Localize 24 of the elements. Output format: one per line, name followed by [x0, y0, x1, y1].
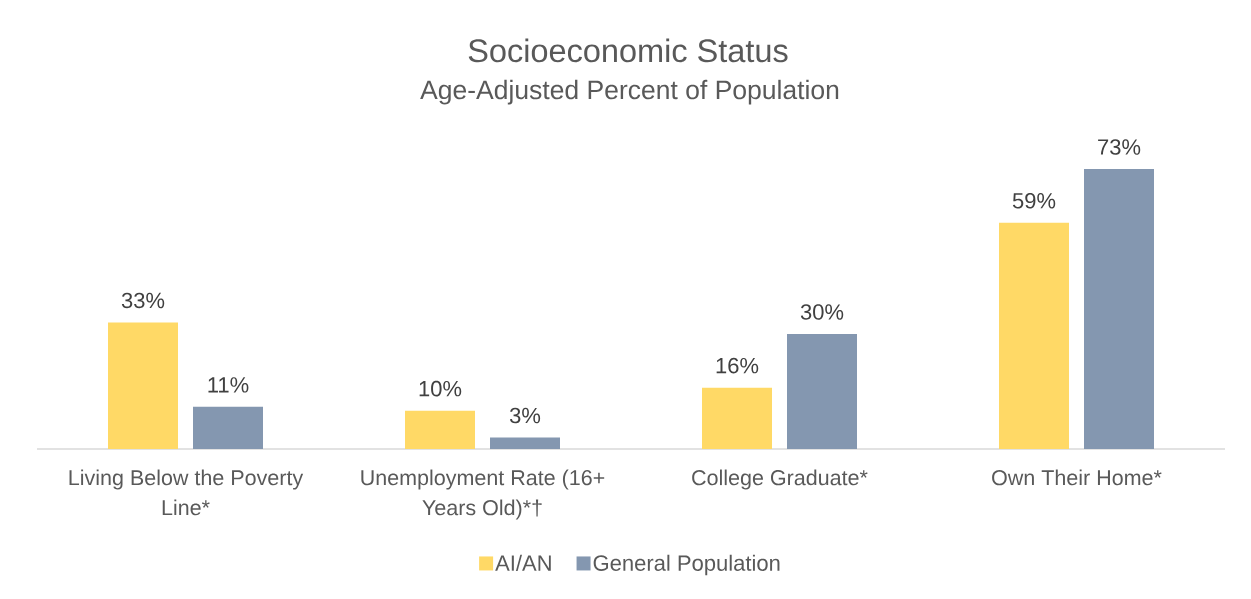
data-label: 33% — [121, 292, 165, 309]
bar — [1084, 169, 1154, 449]
chart-subtitle: Age-Adjusted Percent of Population — [420, 79, 839, 105]
x-tick-label: Own Their Home* — [992, 469, 1162, 486]
x-tick-label: College Graduate* — [692, 469, 868, 490]
legend-label: General Population — [593, 554, 780, 576]
bar — [490, 437, 560, 449]
data-label: 16% — [716, 357, 759, 374]
chart-title: Socioeconomic Status — [468, 38, 788, 63]
bar — [999, 222, 1069, 449]
data-label: 73% — [1098, 139, 1141, 155]
bar — [787, 333, 857, 449]
bar — [108, 322, 178, 449]
bar — [193, 406, 263, 449]
data-label: 10% — [419, 380, 462, 397]
bar — [405, 410, 475, 449]
x-tick-label: Unemployment Rate (16+ Years Old)*† — [361, 469, 605, 520]
data-label: 30% — [800, 304, 844, 320]
legend-label: AI/AN — [495, 554, 551, 571]
data-label: 59% — [1012, 192, 1056, 209]
x-tick-label: Living Below the Poverty Line* — [69, 469, 304, 516]
data-label: 3% — [509, 407, 541, 424]
bar — [702, 387, 772, 449]
data-label: 11% — [208, 377, 249, 393]
